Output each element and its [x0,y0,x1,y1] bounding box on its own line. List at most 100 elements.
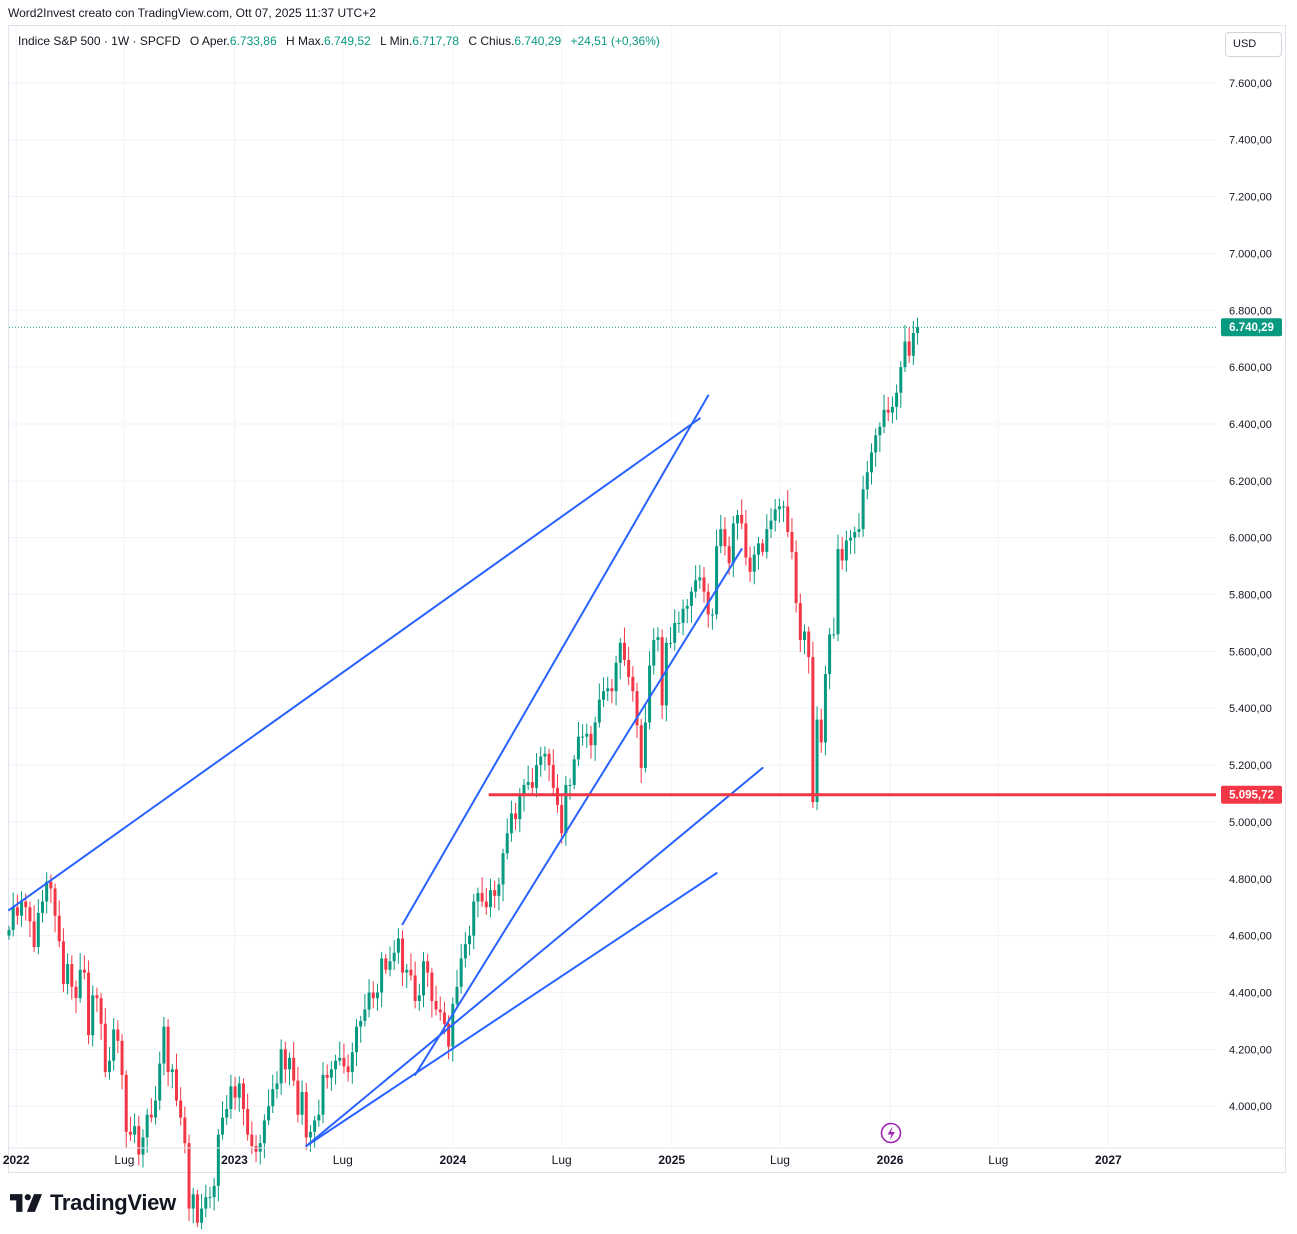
candle [149,1098,153,1123]
candle [145,1108,149,1153]
symbol-label[interactable]: Indice S&P 500 · 1W · SPCFD [18,34,181,48]
candle [614,655,618,706]
candle-body [560,804,564,834]
candle-body [890,406,894,413]
candle [296,1066,300,1123]
tradingview-logo-icon [10,1194,42,1212]
candle-body [375,992,379,999]
candle-body [832,634,836,636]
candle [886,396,890,422]
candle [221,1101,225,1140]
candle [7,925,11,940]
last-price-tag-text: 6.740,29 [1229,322,1274,334]
candle [472,893,476,950]
y-tick-label: 5.200,00 [1229,760,1272,772]
candle-body [258,1143,262,1152]
candle-body [304,1091,308,1138]
candle-body [744,523,748,558]
candle-body [736,514,740,524]
trendline-drawings[interactable] [8,394,764,1147]
chart-caption: Word2Invest creato con TradingView.com, … [8,6,376,20]
candle [509,800,513,842]
candle [53,883,57,933]
candle-body [149,1114,153,1118]
candle-body [66,964,70,984]
y-tick-label: 6.400,00 [1229,419,1272,431]
candle [807,626,811,674]
candle-body [195,1194,199,1223]
candle [321,1062,325,1124]
candle [82,955,86,980]
candle-body [723,529,727,547]
candle [154,1086,158,1125]
y-tick-label: 4.200,00 [1229,1044,1272,1056]
candle-body [639,725,643,768]
candle-body [551,765,555,788]
candle-body [317,1114,321,1121]
price-levels [9,326,1216,797]
candle-body [82,969,86,973]
candle [673,609,677,651]
candle-body [53,888,57,916]
open-label: O [189,34,200,48]
candle-body [24,901,28,908]
candle [137,1115,141,1166]
flash-icon[interactable] [880,1122,902,1144]
candle [736,509,740,540]
price-axis[interactable]: 4.000,00 4.200,00 4.400,00 4.600,00 4.800,00… [1221,78,1282,1113]
candle-body [380,958,384,993]
candle-body [36,912,40,948]
time-axis[interactable]: 2022 Lug 2023 Lug 2024 Lug 2025 Lug 2026 Lug 2027 [3,1147,1286,1167]
candle [756,536,760,570]
candle [786,490,790,538]
y-tick-label: 6.800,00 [1229,305,1272,317]
candle [589,725,593,759]
candle-body [141,1137,145,1155]
candle [635,682,639,739]
candle [694,565,698,598]
candle [107,1047,111,1080]
candle-body [840,549,844,561]
candle-body [539,756,543,766]
candle [911,321,915,366]
candle [455,970,459,1009]
last-price-tag: 6.740,29 [1221,318,1282,337]
open-prefix: Aper. [201,34,230,48]
candle-body [631,676,635,692]
candle-body [300,1091,304,1115]
candle-body [137,1126,141,1155]
candle [468,925,472,956]
candle [70,955,74,1000]
candle-body [907,341,911,356]
candle-body [555,787,559,805]
close-label: C [468,34,478,48]
x-tick-label: 2025 [658,1153,685,1167]
candle-body [363,1009,367,1021]
trendline [305,766,764,1147]
candle [187,1134,191,1222]
candle-body [455,986,459,1004]
tradingview-logo[interactable]: TradingView [10,1190,176,1216]
candle [246,1093,250,1141]
candle [57,900,61,948]
candle-body [371,992,375,999]
x-tick-label: Lug [988,1153,1008,1167]
currency-button[interactable]: USD [1225,32,1282,57]
candle-body [530,782,534,788]
candle [45,872,49,914]
candle-body [459,958,463,987]
candle-body [292,1057,296,1081]
candle [438,996,442,1021]
candle-body [752,554,756,572]
candle [493,881,497,909]
y-tick-label: 7.400,00 [1229,135,1272,147]
candle-body [798,603,802,641]
candle-body [120,1040,124,1075]
candle [669,626,673,649]
candlestick-series[interactable] [7,317,920,1230]
candle-body [246,1109,250,1135]
candle [916,317,920,345]
candle-body [388,961,392,970]
candle [434,985,438,1016]
